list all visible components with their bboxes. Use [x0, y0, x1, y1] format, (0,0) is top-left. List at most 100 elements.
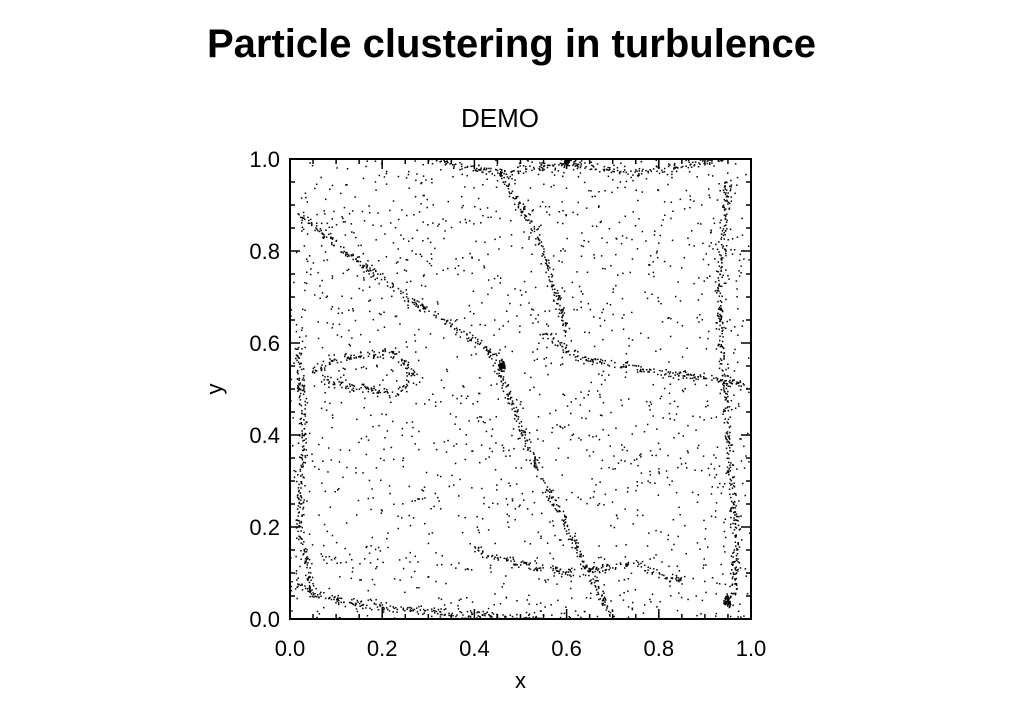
particle-point	[437, 313, 439, 315]
particle-point	[561, 345, 563, 348]
particle-point	[308, 575, 310, 578]
particle-point	[376, 558, 379, 561]
particle-point	[694, 383, 697, 386]
particle-point	[729, 189, 732, 192]
particle-point	[651, 293, 653, 295]
particle-point	[718, 251, 720, 253]
particle-point	[724, 435, 727, 437]
particle-point	[311, 589, 313, 591]
particle-point	[725, 392, 727, 395]
particle-point	[405, 360, 407, 362]
particle-point	[565, 499, 568, 501]
particle-point	[345, 522, 348, 524]
particle-point	[564, 250, 566, 252]
particle-point	[431, 163, 434, 165]
particle-point	[351, 337, 353, 339]
particle-point	[403, 269, 406, 271]
particle-point	[701, 204, 703, 206]
particle-point	[582, 565, 584, 567]
particle-point	[576, 163, 579, 166]
particle-point	[357, 244, 360, 247]
particle-point	[595, 568, 598, 570]
particle-point	[536, 603, 538, 606]
particle-point	[499, 556, 502, 559]
particle-point	[365, 267, 368, 269]
particle-point	[404, 361, 406, 363]
particle-point	[526, 599, 528, 601]
particle-point	[562, 314, 564, 317]
particle-point	[719, 392, 721, 395]
particle-point	[329, 506, 332, 508]
particle-point	[730, 508, 732, 510]
particle-point	[299, 399, 302, 401]
particle-point	[366, 160, 368, 162]
particle-point	[509, 390, 512, 393]
particle-point	[529, 214, 531, 216]
particle-point	[300, 496, 303, 499]
particle-point	[332, 417, 334, 419]
particle-point	[573, 350, 576, 352]
particle-point	[323, 367, 326, 369]
particle-point	[567, 571, 570, 573]
particle-point	[522, 430, 524, 432]
particle-point	[552, 525, 555, 527]
particle-point	[719, 309, 722, 311]
particle-point	[674, 374, 676, 376]
particle-point	[355, 602, 357, 605]
particle-point	[300, 329, 303, 331]
particle-point	[393, 353, 396, 355]
particle-point	[733, 549, 736, 551]
particle-point	[593, 345, 596, 348]
particle-point	[327, 379, 329, 381]
particle-point	[551, 342, 554, 344]
particle-point	[492, 502, 494, 504]
particle-point	[642, 168, 644, 171]
particle-point	[725, 189, 728, 191]
particle-point	[300, 503, 303, 505]
particle-point	[335, 602, 337, 604]
particle-point	[655, 529, 657, 532]
particle-point	[585, 207, 588, 209]
particle-point	[597, 591, 599, 594]
particle-point	[304, 404, 307, 406]
particle-point	[498, 369, 500, 371]
particle-point	[596, 615, 599, 618]
particle-point	[331, 534, 334, 537]
particle-point	[502, 376, 505, 378]
particle-point	[730, 444, 732, 447]
particle-point	[509, 175, 511, 178]
particle-point	[715, 328, 718, 330]
particle-point	[723, 347, 725, 350]
particle-point	[342, 367, 344, 370]
particle-point	[539, 567, 542, 569]
particle-point	[673, 167, 675, 169]
particle-point	[510, 560, 512, 562]
particle-point	[297, 519, 299, 522]
particle-point	[580, 567, 583, 570]
particle-point	[293, 476, 296, 478]
particle-point	[402, 607, 405, 610]
particle-point	[664, 214, 666, 216]
particle-point	[578, 437, 580, 439]
particle-point	[563, 329, 565, 332]
particle-point	[363, 277, 365, 279]
particle-point	[565, 516, 567, 518]
particle-point	[736, 553, 739, 555]
particle-point	[503, 582, 505, 585]
particle-point	[352, 308, 354, 310]
particle-point	[346, 359, 348, 361]
particle-point	[305, 433, 307, 435]
particle-point	[513, 203, 516, 206]
particle-point	[299, 362, 302, 365]
particle-point	[341, 312, 343, 314]
particle-point	[686, 450, 689, 452]
particle-point	[703, 280, 705, 282]
particle-point	[402, 465, 404, 468]
particle-point	[477, 529, 480, 531]
particle-point	[613, 171, 615, 173]
particle-point	[734, 579, 736, 581]
particle-point	[442, 218, 444, 220]
particle-point	[551, 284, 553, 286]
particle-point	[562, 393, 564, 395]
